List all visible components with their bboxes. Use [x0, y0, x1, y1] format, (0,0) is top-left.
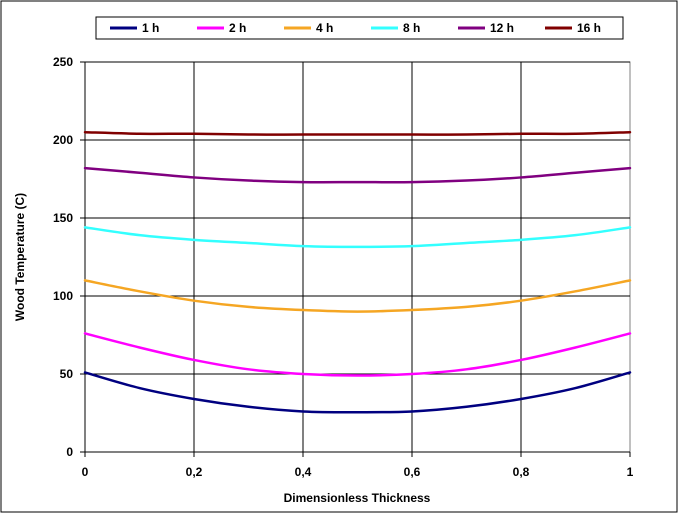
y-tick-label: 150: [53, 211, 73, 225]
series-line-16h: [83, 130, 632, 136]
x-tick-label: 1: [627, 465, 634, 479]
y-tick-label: 0: [66, 445, 73, 459]
x-tick-label: 0: [82, 465, 89, 479]
legend-label: 1 h: [142, 21, 159, 35]
y-tick-label: 200: [53, 133, 73, 147]
legend: 1 h 2 h 4 h 8 h 12 h 16 h: [95, 16, 624, 40]
legend-label: 12 h: [490, 21, 514, 35]
legend-label: 8 h: [403, 21, 420, 35]
plot-area: [84, 61, 631, 453]
series-line-8h: [83, 226, 632, 249]
y-tick-label: 250: [53, 55, 73, 69]
legend-box: [95, 16, 624, 40]
legend-label: 4 h: [316, 21, 333, 35]
series-line-1h: [83, 371, 632, 414]
x-tick-label: 0,4: [295, 465, 312, 479]
x-tick-label: 0,6: [404, 465, 421, 479]
legend-label: 16 h: [577, 21, 601, 35]
y-axis-title: Wood Temperature (C): [13, 193, 27, 321]
series-line-4h: [83, 279, 632, 313]
legend-label: 2 h: [229, 21, 246, 35]
tick-labels: 0 50 100 150 200 250 0 0,2 0,4 0,6 0,8 1: [53, 55, 634, 479]
y-tick-label: 50: [60, 367, 74, 381]
x-axis-title: Dimensionless Thickness: [284, 491, 431, 505]
x-tick-label: 0,8: [513, 465, 530, 479]
series-line-2h: [83, 332, 632, 377]
series-line-12h: [83, 166, 632, 184]
series-lines: [83, 130, 632, 414]
x-tick-label: 0,2: [186, 465, 203, 479]
grid: [80, 61, 631, 457]
y-tick-label: 100: [53, 289, 73, 303]
